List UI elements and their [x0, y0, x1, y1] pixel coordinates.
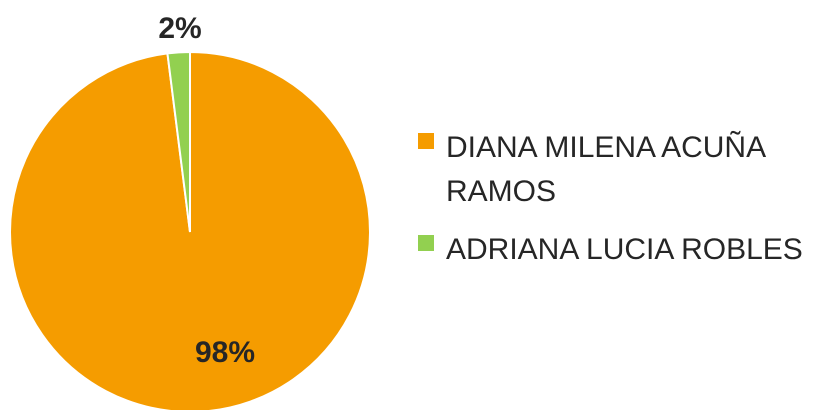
legend-label-1-line-1: DIANA MILENA ACUÑA: [446, 130, 766, 164]
legend-marker-1: [418, 133, 434, 149]
data-labels: 98% 2%: [158, 12, 255, 369]
pie-slice-1: [9, 50, 371, 410]
data-label-1: 98%: [195, 336, 255, 369]
pie-slice-2: [166, 50, 191, 233]
data-label-2: 2%: [158, 12, 201, 45]
pie-slices: [9, 50, 371, 410]
legend-marker-2: [418, 235, 434, 251]
legend-label-1-line-2: RAMOS: [446, 175, 556, 208]
legend-label-2-line-1: ADRIANA LUCIA ROBLES: [446, 233, 803, 266]
legend: DIANA MILENA ACUÑA RAMOS ADRIANA LUCIA ROB…: [418, 130, 803, 266]
